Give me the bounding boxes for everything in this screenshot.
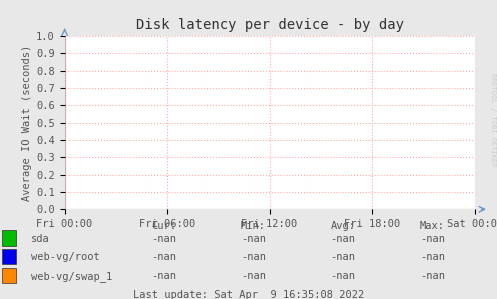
Text: web-vg/root: web-vg/root (31, 252, 99, 262)
Text: -nan: -nan (152, 234, 176, 243)
Title: Disk latency per device - by day: Disk latency per device - by day (136, 18, 404, 32)
Text: -nan: -nan (331, 252, 355, 262)
Bar (2, 249, 16, 265)
Text: -nan: -nan (152, 252, 176, 262)
Y-axis label: Average IO Wait (seconds): Average IO Wait (seconds) (22, 45, 32, 201)
Text: -nan: -nan (241, 252, 266, 262)
Text: Last update: Sat Apr  9 16:35:08 2022: Last update: Sat Apr 9 16:35:08 2022 (133, 290, 364, 299)
Text: -nan: -nan (241, 234, 266, 243)
Text: Max:: Max: (420, 221, 445, 231)
Text: sda: sda (31, 234, 50, 243)
Text: -nan: -nan (420, 271, 445, 281)
Text: web-vg/swap_1: web-vg/swap_1 (31, 271, 112, 282)
Text: -nan: -nan (331, 271, 355, 281)
Text: -nan: -nan (241, 271, 266, 281)
Text: Avg:: Avg: (331, 221, 355, 231)
Text: -nan: -nan (152, 271, 176, 281)
Text: Cur:: Cur: (152, 221, 176, 231)
Text: -nan: -nan (420, 252, 445, 262)
Text: -nan: -nan (331, 234, 355, 243)
Bar (2, 230, 16, 245)
Text: RRDTOOL / TOBI OETIKER: RRDTOOL / TOBI OETIKER (490, 73, 496, 166)
Text: Min:: Min: (241, 221, 266, 231)
Bar (2, 268, 16, 283)
Text: -nan: -nan (420, 234, 445, 243)
